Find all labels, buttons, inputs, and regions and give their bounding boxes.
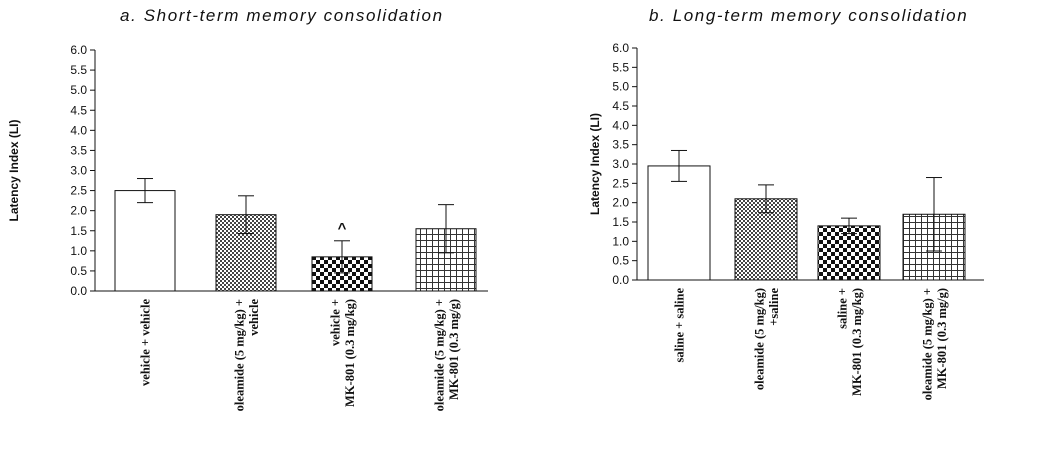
- bar-chart-b: Latency Index (LI) 0.0 0.5 1.0 1.5 2.0 2.5 3.0 3…: [588, 41, 984, 400]
- x-tick-label: oleamide (5 mg/kg)+saline: [752, 288, 781, 391]
- y-tick-label: 0.0: [70, 284, 87, 298]
- y-tick-label: 0.5: [612, 254, 629, 268]
- significance-marker: ^: [338, 220, 347, 237]
- y-tick-label: 3.5: [612, 138, 629, 152]
- x-tick-label: saline + saline: [673, 288, 687, 363]
- y-tick-label: 3.0: [612, 157, 629, 171]
- y-tick-label: 1.0: [70, 244, 87, 258]
- y-tick-label: 0.5: [70, 264, 87, 278]
- bar-chart-a: Latency Index (LI) 0.0 0.5 1.0 1.5 2.0 2.5 3.0 3…: [7, 43, 488, 412]
- bar: [114, 190, 176, 292]
- y-tick-label: 1.5: [612, 215, 629, 229]
- bar: [647, 165, 711, 281]
- chart-panel-b: b. Long-term memory consolidation Latenc…: [531, 0, 1061, 467]
- y-tick-label: 5.0: [70, 83, 87, 97]
- y-tick-label: 1.5: [70, 224, 87, 238]
- chart-panel-a: a. Short-term memory consolidation Laten…: [0, 0, 530, 467]
- y-axis-label: Latency Index (LI): [7, 119, 21, 221]
- y-tick-label: 2.5: [70, 184, 87, 198]
- y-tick-label: 5.0: [612, 80, 629, 94]
- y-tick-label: 4.5: [612, 99, 629, 113]
- y-axis-label: Latency Index (LI): [588, 113, 602, 215]
- y-tick-label: 6.0: [612, 41, 629, 55]
- y-tick-label: 3.0: [70, 164, 87, 178]
- x-tick-label: oleamide (5 mg/kg) +MK-801 (0.3 mg/g): [920, 288, 949, 400]
- x-tick-label: saline +MK-801 (0.3 mg/kg): [835, 288, 864, 396]
- chart-title: a. Short-term memory consolidation: [120, 6, 444, 25]
- y-tick-label: 1.0: [612, 234, 629, 248]
- y-tick-label: 5.5: [70, 63, 87, 77]
- y-tick-label: 6.0: [70, 43, 87, 57]
- y-tick-label: 4.0: [70, 123, 87, 137]
- x-tick-label: vehicle + vehicle: [139, 299, 153, 386]
- y-tick-label: 0.0: [612, 273, 629, 287]
- y-tick-label: 2.0: [70, 204, 87, 218]
- y-tick-label: 3.5: [70, 143, 87, 157]
- y-tick-label: 4.5: [70, 103, 87, 117]
- y-tick-label: 2.5: [612, 176, 629, 190]
- y-tick-label: 2.0: [612, 196, 629, 210]
- y-tick-label: 5.5: [612, 60, 629, 74]
- x-tick-label: vehicle +MK-801 (0.3 mg/kg): [328, 299, 357, 407]
- x-tick-label: oleamide (5 mg/kg) +MK-801 (0.3 mg/g): [432, 299, 461, 411]
- x-tick-label: oleamide (5 mg/kg) +vehicle: [232, 299, 261, 412]
- y-tick-label: 4.0: [612, 118, 629, 132]
- chart-title: b. Long-term memory consolidation: [649, 6, 969, 25]
